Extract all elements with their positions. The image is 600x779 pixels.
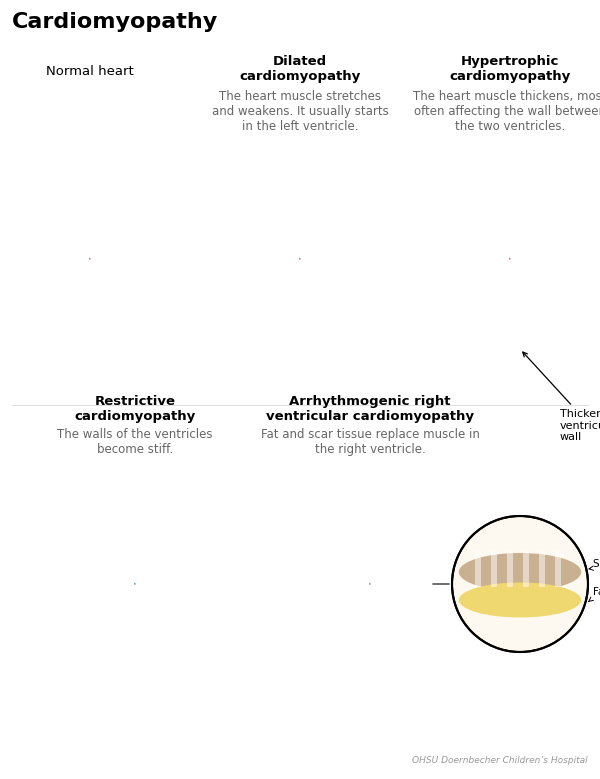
Text: Restrictive
cardiomyopathy: Restrictive cardiomyopathy [74,395,196,423]
Ellipse shape [509,258,511,259]
Text: The walls of the ventricles
become stiff.: The walls of the ventricles become stiff… [57,428,213,456]
Text: OHSU Doernbecher Children’s Hospital: OHSU Doernbecher Children’s Hospital [412,756,588,765]
Ellipse shape [459,583,581,618]
Text: Fat and scar tissue replace muscle in
the right ventricle.: Fat and scar tissue replace muscle in th… [260,428,479,456]
Ellipse shape [89,258,91,259]
Bar [523,551,529,587]
Text: Arrhythmogenic right
ventricular cardiomyopathy: Arrhythmogenic right ventricular cardiom… [266,395,474,423]
Text: Cardiomyopathy: Cardiomyopathy [12,12,218,32]
Ellipse shape [134,583,135,584]
Ellipse shape [369,583,371,585]
Ellipse shape [370,583,371,584]
Bar [491,551,497,587]
Text: Fat: Fat [589,587,600,601]
Ellipse shape [299,258,301,259]
Text: Normal heart: Normal heart [46,65,134,78]
Text: Thickened
ventricular
wall: Thickened ventricular wall [523,352,600,442]
Ellipse shape [134,583,136,585]
Bar [507,551,513,587]
Bar [539,551,545,587]
Bar [475,551,481,587]
Ellipse shape [369,583,370,584]
Bar [555,551,561,587]
Text: Hypertrophic
cardiomyopathy: Hypertrophic cardiomyopathy [449,55,571,83]
Ellipse shape [459,553,581,591]
Text: Dilated
cardiomyopathy: Dilated cardiomyopathy [239,55,361,83]
Circle shape [452,516,588,652]
Text: Scar tissue: Scar tissue [589,559,600,570]
Text: The heart muscle stretches
and weakens. It usually starts
in the left ventricle.: The heart muscle stretches and weakens. … [212,90,388,133]
Text: The heart muscle thickens, most
often affecting the wall between
the two ventric: The heart muscle thickens, most often af… [413,90,600,133]
